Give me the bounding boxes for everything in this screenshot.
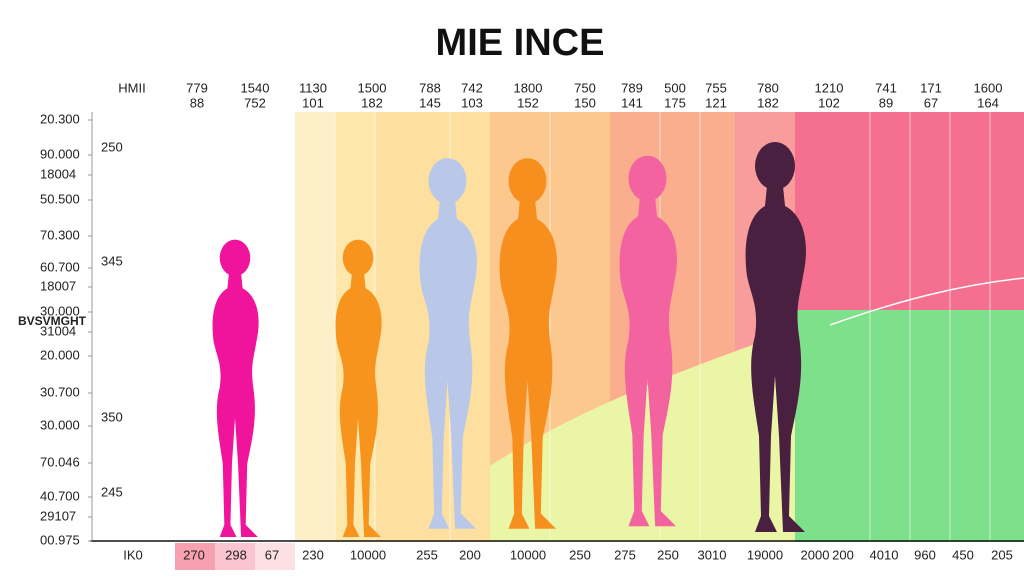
header-value: 67 [924,95,938,110]
bottom-value: 450 [952,547,974,562]
inner-label: 245 [101,484,123,499]
header-value: 741 [875,80,897,95]
header-value: 752 [244,95,266,110]
left-label: 20.000 [40,347,80,362]
header-value: 1500 [358,80,387,95]
header-value: 500 [664,80,686,95]
header-value: 164 [977,95,999,110]
header-value: 182 [757,95,779,110]
bottom-value: 250 [569,547,591,562]
bottom-value: 200 [459,547,481,562]
header-value: 788 [419,80,441,95]
bottom-value: 19000 [747,547,783,562]
header-value: 755 [705,80,727,95]
inner-label: 345 [101,253,123,268]
header-value: 789 [621,80,643,95]
bottom-value: 200 [832,547,854,562]
header-value: 1210 [815,80,844,95]
bottom-value: 10000 [350,547,386,562]
left-label: 00.975 [40,532,80,547]
left-label: 40.700 [40,488,80,503]
bottom-value: 960 [914,547,936,562]
bottom-value: 4010 [870,547,899,562]
header-value: 89 [879,95,893,110]
header-value: 103 [461,95,483,110]
inner-label: 250 [101,139,123,154]
header-value: 88 [190,95,204,110]
bottom-label: IK0 [123,547,143,562]
y-axis-title: BVSVMGHT [18,314,87,328]
bottom-value: 205 [991,547,1013,562]
header-value: 145 [419,95,441,110]
bottom-value: 3010 [698,547,727,562]
header-value: 171 [920,80,942,95]
left-label: 70.300 [40,227,80,242]
silhouette [212,239,259,537]
header-value: 141 [621,95,643,110]
left-label: 50.500 [40,191,80,206]
header-value: 102 [818,95,840,110]
bottom-value: 10000 [510,547,546,562]
header-value: 150 [574,95,596,110]
header-value: 152 [517,95,539,110]
header-value: 1540 [241,80,270,95]
header-value: 1600 [974,80,1003,95]
header-value: 750 [574,80,596,95]
left-label: 31004 [40,323,76,338]
inner-label: 350 [101,409,123,424]
left-label: 70.046 [40,454,80,469]
left-label: 18007 [40,278,76,293]
left-label: 30.000 [40,303,80,318]
bottom-value: 67 [265,547,279,562]
left-label: 90.000 [40,146,80,161]
left-label: 30.700 [40,384,80,399]
title: MIE INCE [436,22,605,64]
header-value: 780 [757,80,779,95]
header-value: 175 [664,95,686,110]
left-label: 20.300 [40,111,80,126]
header-value: 742 [461,80,483,95]
bottom-value: 230 [302,547,324,562]
header-value: 121 [705,95,727,110]
header-value: 182 [361,95,383,110]
background-bands [175,112,1024,570]
left-label: 18004 [40,166,76,181]
bottom-value: 2000 [801,547,830,562]
header-value: 1800 [514,80,543,95]
left-label: 29107 [40,508,76,523]
bottom-value: 275 [614,547,636,562]
header-value: 101 [302,95,324,110]
header-value: 779 [186,80,208,95]
header-value: 1130 [299,80,327,95]
left-label: 30.000 [40,417,80,432]
bottom-value: 298 [225,547,247,562]
bottom-value: 270 [183,547,205,562]
bottom-value: 255 [416,547,438,562]
left-label: 60.700 [40,259,80,274]
header-label: HMII [118,80,145,95]
bottom-value: 250 [657,547,679,562]
